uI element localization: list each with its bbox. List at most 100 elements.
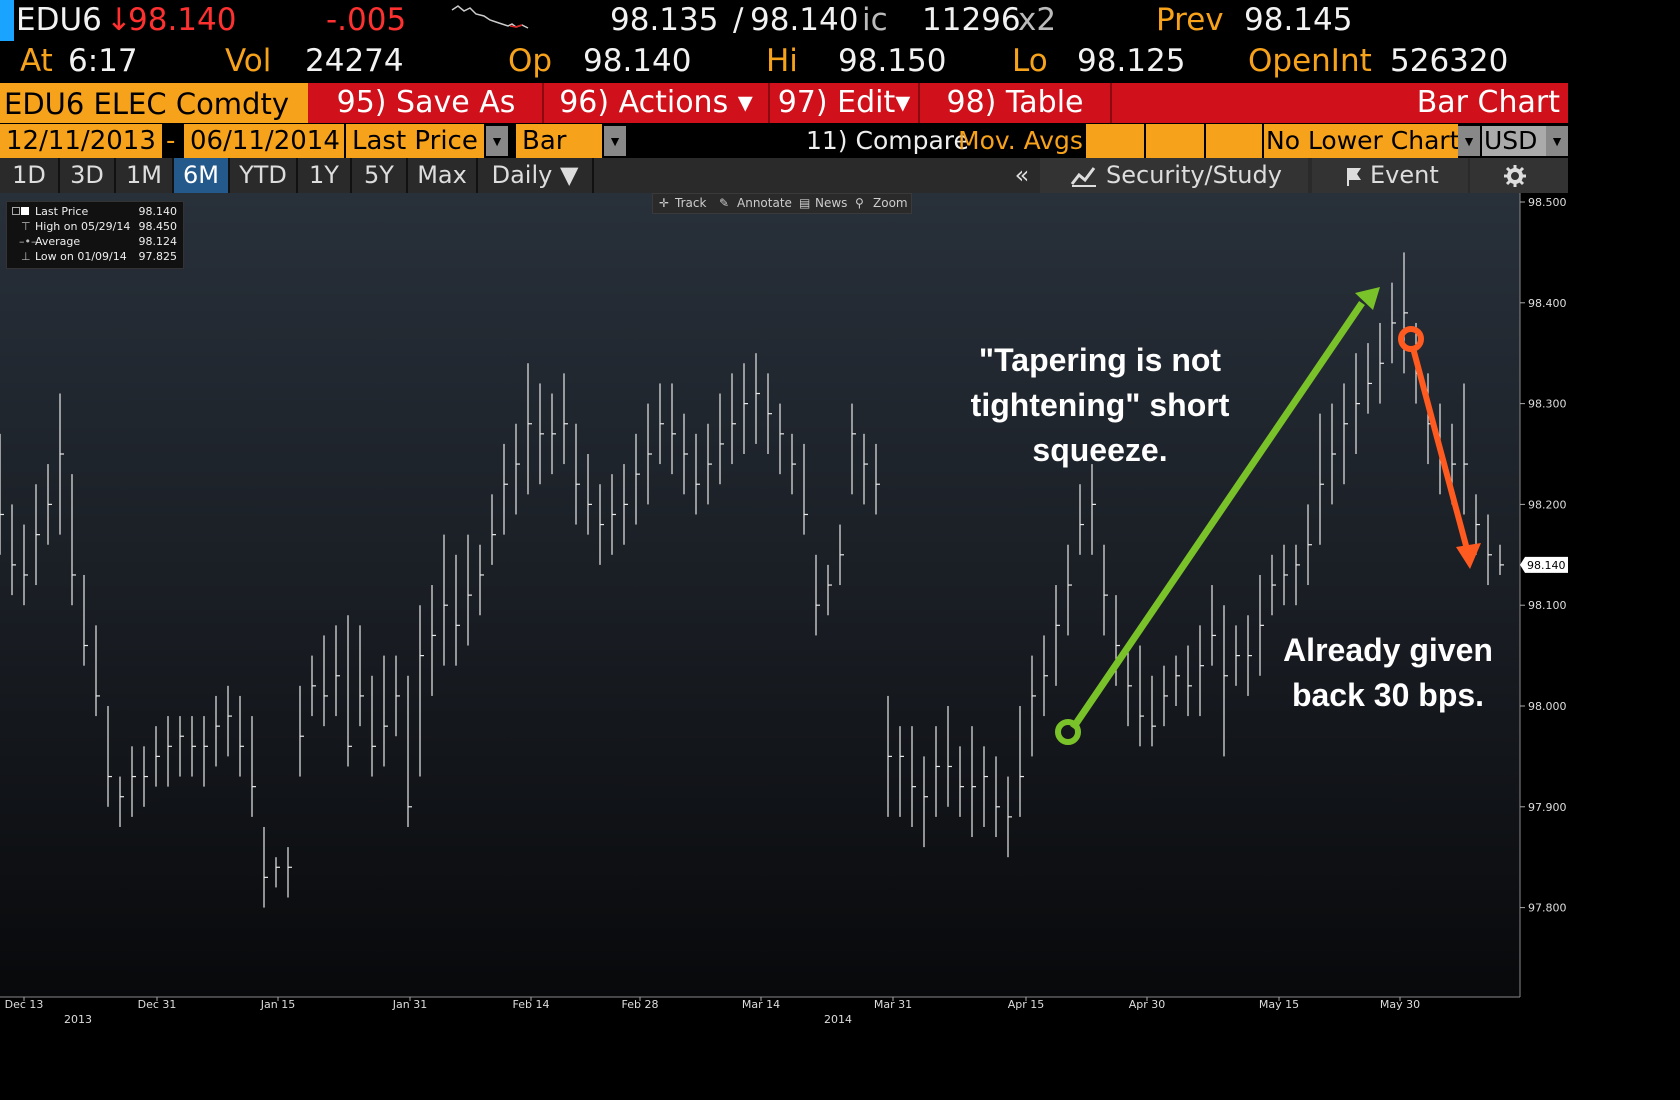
field-dropdown-icon[interactable]: ▼: [486, 126, 508, 156]
price-bar: [719, 393, 724, 485]
compare-button[interactable]: 11) Compare: [806, 126, 969, 155]
price-bar: [1055, 585, 1060, 686]
ask-suffix: ic: [862, 2, 888, 38]
tab-1m[interactable]: 1M: [116, 158, 174, 193]
currency-select[interactable]: USD: [1482, 126, 1546, 156]
price-bar: [1043, 635, 1048, 717]
security-field[interactable]: EDU6 ELEC Comdty: [0, 83, 308, 123]
x-tick-label: Jan 31: [392, 998, 427, 1011]
legend-label: High on 05/29/14: [35, 220, 131, 233]
price-bar: [419, 605, 424, 777]
settings-button[interactable]: [1470, 158, 1568, 193]
zoom-button[interactable]: Zoom: [873, 196, 908, 210]
table-button[interactable]: 98) Table: [946, 85, 1084, 120]
period-select[interactable]: Daily ▼: [478, 158, 594, 193]
x-tick-label: Mar 14: [742, 998, 780, 1011]
save-as-button[interactable]: 95) Save As: [336, 85, 516, 120]
prev-label: Prev: [1156, 2, 1224, 38]
price-bar: [11, 504, 16, 596]
legend-value: 98.124: [138, 235, 178, 248]
chart-toolbox: ✛ Track ✎ Annotate ▤ News ⚲ Zoom: [652, 193, 912, 214]
price-bar: [179, 716, 184, 777]
chart-type-dropdown-icon[interactable]: ▼: [604, 126, 626, 156]
price-bar: [1091, 464, 1096, 555]
lower-chart-select[interactable]: No Lower Chart: [1264, 124, 1458, 158]
price-bar: [1319, 413, 1324, 545]
price-bar: [959, 746, 964, 817]
price-bar: [1067, 544, 1072, 636]
at-label: At: [20, 43, 53, 79]
start-date-field[interactable]: 12/11/2013: [0, 124, 162, 158]
edit-button[interactable]: 97) Edit▾: [777, 85, 911, 120]
tab-6m[interactable]: 6M: [174, 158, 230, 193]
chart-type-select[interactable]: Bar: [516, 124, 602, 158]
event-button[interactable]: Event: [1312, 158, 1468, 193]
y-axis-strip: [1520, 193, 1568, 997]
news-icon: ▤: [799, 196, 811, 210]
open-interest-value: 526320: [1390, 43, 1509, 79]
tab-5y[interactable]: 5Y: [352, 158, 408, 193]
price-bar: [599, 484, 604, 565]
price-bar: [671, 383, 676, 475]
actions-button[interactable]: 96) Actions ▾: [559, 85, 753, 120]
legend-label: Average: [35, 235, 81, 248]
mov-avg-slot[interactable]: [1146, 124, 1204, 158]
price-bar: [911, 726, 916, 827]
collapse-button[interactable]: «: [1006, 158, 1038, 193]
legend-box[interactable]: ⊤ –•– ⊥ Last Price 98.140 High on 05/29/…: [6, 201, 184, 269]
low-value: 98.125: [1077, 43, 1186, 79]
legend-collapse-icon[interactable]: [12, 207, 20, 215]
price-bar: [983, 746, 988, 827]
annotate-button[interactable]: Annotate: [737, 196, 792, 210]
currency-dropdown-icon[interactable]: ▼: [1546, 126, 1568, 156]
price-bar: [1007, 776, 1012, 858]
track-button[interactable]: Track: [675, 196, 707, 210]
quote-line-2: At 6:17 Vol 24274 Op 98.140 Hi 98.150 Lo…: [0, 41, 1568, 82]
field-select[interactable]: Last Price: [346, 124, 484, 158]
end-date-field[interactable]: 06/11/2014: [184, 124, 344, 158]
price-bar: [0, 433, 4, 555]
price-bar: [323, 635, 328, 727]
price-chart[interactable]: 97.800 97.900 98.000 98.100 98.200 98.300 98.4…: [0, 193, 1568, 1027]
tab-ytd[interactable]: YTD: [230, 158, 298, 193]
price-bar: [1403, 252, 1408, 374]
intraday-sparkline-icon: [451, 5, 529, 29]
price-bar: [767, 373, 772, 454]
price-bar: [299, 685, 304, 777]
giveback-annotation: Already given back 30 bps.: [1283, 632, 1493, 713]
event-label: Event: [1370, 161, 1439, 189]
tab-max[interactable]: Max: [408, 158, 478, 193]
average-marker-icon: –•–: [19, 235, 37, 248]
flag-icon: [1347, 168, 1361, 186]
lower-chart-dropdown-icon[interactable]: ▼: [1458, 126, 1480, 156]
pencil-icon: ✎: [719, 196, 730, 210]
high-marker-icon: ⊤: [21, 220, 31, 233]
tab-1d[interactable]: 1D: [0, 158, 60, 193]
view-title: Bar Chart: [1416, 85, 1560, 120]
crosshair-icon: ✛: [659, 196, 670, 210]
zoom-icon: ⚲: [855, 196, 864, 210]
low-marker-icon: ⊥: [21, 250, 31, 263]
price-bar: [47, 464, 52, 545]
price-bar: [1019, 706, 1024, 817]
price-bar: [23, 524, 28, 606]
mov-avgs-button[interactable]: Mov. Avgs: [958, 126, 1083, 155]
tab-1y[interactable]: 1Y: [298, 158, 352, 193]
open-label: Op: [508, 43, 553, 79]
command-bar: EDU6 ELEC Comdty 95) Save As 96) Actions…: [0, 83, 1568, 123]
chart-panel[interactable]: 97.800 97.900 98.000 98.100 98.200 98.300 98.4…: [0, 193, 1568, 1027]
rally-start-circle: [1055, 719, 1081, 745]
legend-row-high: High on 05/29/14 98.450: [35, 219, 181, 234]
bid-ask-slash: /: [733, 2, 744, 38]
price-bar: [227, 685, 232, 757]
last-arrow-icon: ↓: [106, 2, 132, 38]
ticker[interactable]: EDU6: [16, 2, 102, 38]
mov-avg-slot[interactable]: [1086, 124, 1144, 158]
separator: [918, 83, 920, 123]
news-button[interactable]: News: [815, 196, 848, 210]
price-bar: [347, 615, 352, 767]
tab-3d[interactable]: 3D: [60, 158, 116, 193]
security-study-button[interactable]: Security/Study: [1040, 158, 1308, 193]
price-bar: [263, 826, 268, 908]
mov-avg-slot[interactable]: [1206, 124, 1262, 158]
